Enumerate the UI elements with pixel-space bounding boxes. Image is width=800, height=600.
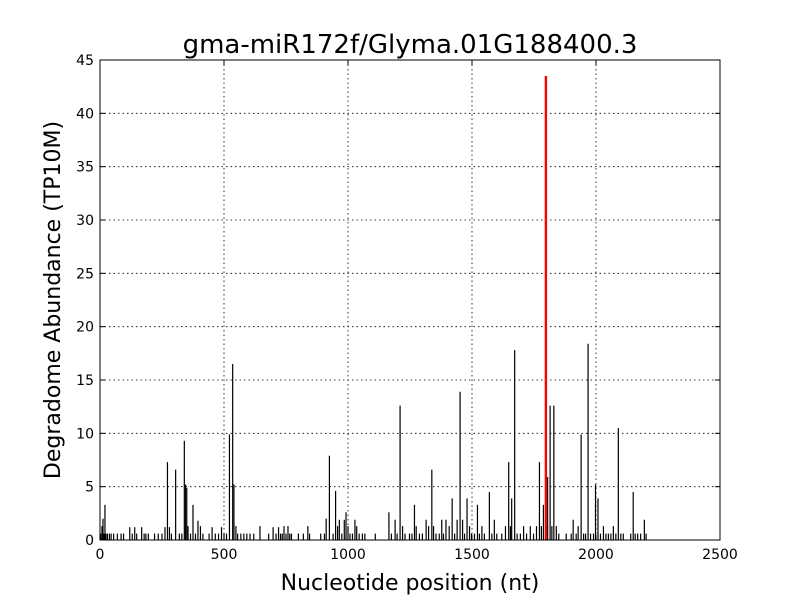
x-axis-label: Nucleotide position (nt)	[281, 571, 540, 596]
x-tick-label: 1000	[330, 547, 366, 563]
bars	[100, 76, 647, 540]
grid-lines	[100, 60, 720, 540]
y-tick-label: 25	[76, 266, 94, 282]
y-tick-label: 40	[76, 106, 94, 122]
y-tick-label: 45	[76, 53, 94, 69]
y-tick-label: 5	[85, 480, 94, 496]
y-tick-label: 15	[76, 373, 94, 389]
y-tick-labels: 0 5 10 15 20 25 30 35 40 45	[76, 53, 94, 549]
chart-title: gma-miR172f/Glyma.01G188400.3	[183, 30, 638, 60]
x-tick-label: 500	[211, 547, 238, 563]
x-tick-labels: 0 500 1000 1500 2000 2500	[96, 547, 738, 563]
x-tick-label: 2500	[702, 547, 738, 563]
y-tick-label: 30	[76, 213, 94, 229]
y-tick-label: 0	[85, 533, 94, 549]
axis-ticks	[99, 59, 721, 541]
x-tick-label: 0	[96, 547, 105, 563]
y-axis-label: Degradome Abundance (TP10M)	[41, 121, 66, 479]
y-tick-label: 35	[76, 160, 94, 176]
x-tick-label: 1500	[454, 547, 490, 563]
y-tick-label: 20	[76, 320, 94, 336]
y-tick-label: 10	[76, 426, 94, 442]
plot-frame	[99, 59, 721, 541]
x-tick-label: 2000	[578, 547, 614, 563]
